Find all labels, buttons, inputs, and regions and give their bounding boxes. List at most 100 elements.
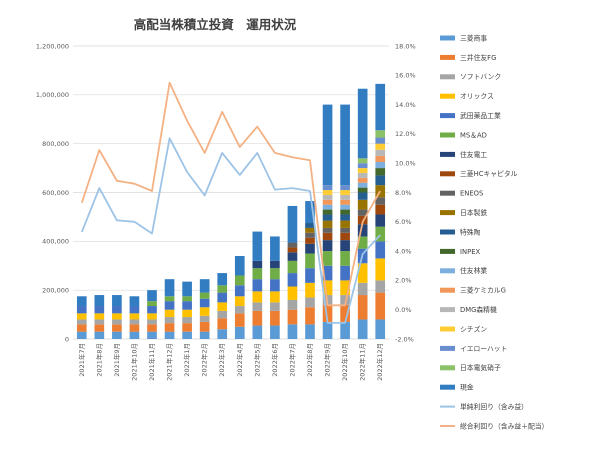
bar-segment (305, 232, 315, 238)
legend-label: 三菱商事 (460, 33, 487, 42)
bar-segment (182, 281, 192, 297)
bar-segment (375, 319, 386, 339)
bar-segment (94, 313, 105, 320)
bar-segment (357, 263, 368, 283)
bar-segment (322, 280, 333, 296)
bar-segment (94, 324, 105, 332)
bar-segment (357, 168, 368, 173)
bar-segment (234, 326, 245, 339)
x-tick-label: 2022年11月 (358, 343, 367, 381)
x-tick-label: 2021年7月 (77, 343, 86, 377)
legend-swatch (440, 113, 455, 119)
y-tick-label: 0 (65, 335, 69, 343)
x-tick-label: 2021年8月 (94, 343, 103, 377)
bar-segment (375, 204, 386, 215)
legend-swatch (440, 287, 455, 293)
bar-segment (322, 104, 333, 186)
x-tick-label: 2021年12月 (165, 343, 174, 381)
y2-tick-label: 10.0% (395, 160, 416, 168)
bar-segment (305, 282, 315, 298)
bar-segment (252, 231, 263, 261)
legend-label: ソフトバンク (460, 73, 501, 81)
bar-segment (322, 185, 333, 191)
bar-segment (147, 290, 157, 302)
x-tick-label: 2022年5月 (252, 343, 261, 377)
bar-segment (94, 319, 105, 325)
bar-segment (199, 321, 210, 332)
bar-segment (357, 187, 368, 193)
bar-segment (217, 302, 228, 311)
bar-segment (357, 209, 368, 216)
bar-segment (375, 143, 386, 150)
bar-segment (112, 295, 122, 307)
legend-label: 総合利回り（含み益＋配当） (460, 421, 548, 430)
legend-label: 三菱ケミカルG (460, 286, 506, 295)
bar-segment (375, 241, 386, 259)
bar-segment (322, 251, 333, 266)
x-tick-label: 2022年8月 (305, 343, 314, 377)
y-tick-label: 1,200,000 (36, 42, 69, 50)
legend-swatch (440, 132, 455, 138)
x-tick-label: 2022年9月 (323, 343, 332, 377)
bar-segment (375, 161, 386, 169)
bar-segment (76, 324, 87, 332)
bar-segment (375, 130, 386, 138)
bar-segment (182, 331, 192, 339)
legend-label: 単純利回り（含み益） (460, 402, 528, 411)
bar-segment (322, 199, 333, 205)
legend-swatch (440, 74, 455, 80)
legend-label: DMG森精機 (460, 305, 497, 314)
bar-segment (234, 313, 245, 327)
bar-segment (147, 306, 157, 314)
bar-segment (252, 302, 263, 311)
legend-label: 日本電気硝子 (460, 363, 501, 372)
y-tick-label: 200,000 (42, 286, 69, 294)
x-tick-label: 2022年6月 (270, 343, 279, 377)
y2-tick-label: 0.0% (395, 306, 412, 314)
bar-segment (270, 279, 280, 292)
bar-segment (252, 260, 263, 269)
legend-swatch (440, 268, 455, 274)
bar-segment (252, 325, 263, 339)
bar-segment (217, 273, 228, 286)
bar-segment (287, 324, 298, 339)
bar-segment (305, 237, 315, 244)
legend-swatch (440, 190, 455, 196)
bar-segment (270, 310, 280, 326)
bar-segment (112, 319, 122, 325)
bar-segment (357, 224, 368, 237)
legend-label: 住友電工 (460, 150, 487, 159)
legend-swatch (440, 248, 455, 254)
bar-segment (322, 204, 333, 210)
bar-segment (217, 292, 228, 303)
y2-tick-label: 14.0% (395, 101, 416, 109)
y-tick-label: 400,000 (42, 238, 69, 246)
bar-segment (129, 313, 140, 320)
bar-segment (287, 252, 298, 261)
y-tick-label: 600,000 (42, 189, 69, 197)
bar-segment (76, 319, 87, 325)
bar-segment (252, 268, 263, 280)
bar-segment (375, 214, 386, 227)
bar-segment (305, 324, 315, 339)
bar-segment (252, 279, 263, 292)
bar-segment (76, 331, 87, 339)
bar-segment (112, 313, 122, 320)
bar-segment (287, 205, 298, 243)
bar-segment (340, 190, 350, 195)
bar-segment (340, 214, 350, 221)
legend-swatch (440, 345, 455, 351)
legend-label: 現金 (460, 383, 474, 392)
bar-segment (112, 331, 122, 339)
y2-tick-label: 2.0% (395, 277, 412, 285)
x-tick-label: 2022年4月 (235, 343, 244, 377)
bar-segment (112, 324, 122, 332)
legend-swatch (440, 229, 455, 235)
legend-label: オリックス (460, 93, 494, 101)
x-tick-label: 2022年2月 (200, 343, 209, 377)
bar-segment (357, 172, 368, 178)
legend-label: 武田薬品工業 (460, 111, 501, 120)
bar-segment (375, 226, 386, 242)
legend-swatch (440, 307, 455, 313)
bar-segment (147, 313, 157, 320)
